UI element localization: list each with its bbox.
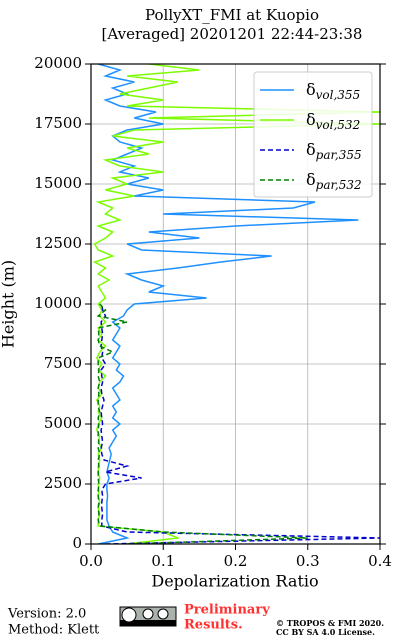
y-tick-label: 20000 [34,54,82,72]
plot-frame [90,63,381,545]
chart-subtitle: [Averaged] 20201201 22:44-23:38 [102,25,363,43]
y-tick-label: 15000 [34,174,82,192]
legend-box [253,71,373,198]
legend-label: δvol,355 [306,80,360,102]
y-tick-label: 0 [72,534,82,552]
x-tick-label: 0.1 [151,552,175,570]
legend-label: δpar,355 [306,140,362,162]
y-axis-label: Height (m) [0,260,18,348]
legend-label: δvol,532 [306,110,360,132]
preliminary-label: Results. [184,618,243,633]
y-tick-label: 2500 [44,474,82,492]
version: Version: 2.0 [7,607,86,622]
y-tick-label: 12500 [34,234,82,252]
y-tick-label: 5000 [44,414,82,432]
series-line [100,303,380,544]
legend-label: δpar,532 [306,170,362,192]
x-tick-label: 0.2 [224,552,248,570]
method: Method: Klett [8,623,100,638]
y-tick-label: 17500 [34,114,82,132]
x-tick-label: 0.3 [296,552,320,570]
y-tick-label: 7500 [44,354,82,372]
chart-title: PollyXT_FMI at Kuopio [145,6,319,24]
x-axis-label: Depolarization Ratio [151,572,318,591]
license: CC BY SA 4.0 License. [276,627,375,637]
x-tick-label: 0.4 [368,552,392,570]
y-tick-label: 10000 [34,294,82,312]
preliminary-label: Preliminary [184,603,270,618]
cc-logo [119,606,177,627]
series-line [98,64,359,544]
x-tick-label: 0.0 [79,552,103,570]
copyright: © TROPOS & FMI 2020. [276,618,384,628]
